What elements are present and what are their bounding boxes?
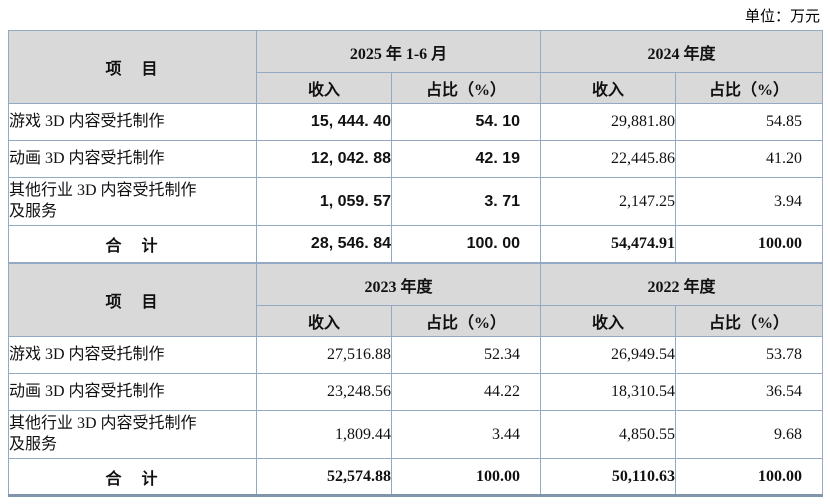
total-label: 合 计 <box>8 225 257 263</box>
cell-revenue-2023: 1,809.44 <box>256 410 392 459</box>
cell-revenue-2022: 18,310.54 <box>540 373 677 411</box>
unit-label: 单位：万元 <box>744 9 820 25</box>
item-column-header: 项 目 <box>8 30 257 104</box>
revenue-table-2023-2022: 项 目 2023 年度 2022 年度 收入 占比（%） 收入 占比（%） 游戏… <box>8 263 824 497</box>
cell-ratio-2022: 53.78 <box>675 336 824 374</box>
cell-total-ratio-2024: 100.00 <box>674 225 824 263</box>
row-label-animation-3d: 动画 3D 内容受托制作 <box>8 140 257 178</box>
row-label-game-3d: 游戏 3D 内容受托制作 <box>8 103 257 141</box>
table-row: 动画 3D 内容受托制作 12, 042. 88 42. 19 22,445.8… <box>8 140 824 178</box>
row-label-other-3d: 其他行业 3D 内容受托制作 及服务 <box>8 410 257 459</box>
row-label-animation-3d: 动画 3D 内容受托制作 <box>8 373 257 411</box>
cell-ratio-2023: 52.34 <box>390 336 542 374</box>
cell-ratio-2022: 36.54 <box>675 373 824 411</box>
cell-ratio-2024: 3.94 <box>674 177 824 226</box>
subheader-ratio-2025: 占比（%） <box>391 72 541 104</box>
subheader-ratio-2022: 占比（%） <box>675 305 824 337</box>
table-row: 其他行业 3D 内容受托制作 及服务 1,809.44 3.44 4,850.5… <box>8 410 824 459</box>
period-header-2025: 2025 年 1-6 月 <box>256 30 541 73</box>
cell-ratio-2025: 54. 10 <box>391 103 541 141</box>
cell-total-revenue-2023: 52,574.88 <box>256 458 392 496</box>
table-row: 游戏 3D 内容受托制作 15, 444. 40 54. 10 29,881.8… <box>8 103 824 141</box>
cell-ratio-2023: 3.44 <box>390 410 542 459</box>
total-row: 合 计 28, 546. 84 100. 00 54,474.91 100.00 <box>8 225 824 263</box>
table-row: 游戏 3D 内容受托制作 27,516.88 52.34 26,949.54 5… <box>8 336 824 374</box>
cell-revenue-2024: 2,147.25 <box>540 177 676 226</box>
subheader-ratio-2024: 占比（%） <box>674 72 824 104</box>
subheader-revenue-2023: 收入 <box>256 305 392 337</box>
total-label: 合 计 <box>8 458 257 496</box>
revenue-table-2025-2024: 项 目 2025 年 1-6 月 2024 年度 收入 占比（%） 收入 占比（… <box>8 30 824 263</box>
cell-ratio-2022: 9.68 <box>675 410 824 459</box>
cell-ratio-2025: 3. 71 <box>391 177 541 226</box>
cell-total-ratio-2022: 100.00 <box>675 458 824 496</box>
cell-revenue-2024: 22,445.86 <box>540 140 676 178</box>
period-header-2024: 2024 年度 <box>539 30 824 73</box>
cell-ratio-2023: 44.22 <box>390 373 542 411</box>
cell-revenue-2024: 29,881.80 <box>540 103 676 141</box>
item-column-header: 项 目 <box>8 263 257 337</box>
subheader-revenue-2024: 收入 <box>540 72 676 104</box>
cell-total-revenue-2024: 54,474.91 <box>540 225 676 263</box>
cell-revenue-2025: 12, 042. 88 <box>256 140 392 178</box>
subheader-ratio-2023: 占比（%） <box>390 305 542 337</box>
period-header-2023: 2023 年度 <box>255 263 542 306</box>
total-row: 合 计 52,574.88 100.00 50,110.63 100.00 <box>8 458 824 496</box>
subheader-revenue-2025: 收入 <box>256 72 392 104</box>
cell-revenue-2022: 4,850.55 <box>540 410 677 459</box>
cell-ratio-2025: 42. 19 <box>391 140 541 178</box>
cell-revenue-2025: 15, 444. 40 <box>256 103 392 141</box>
table-row: 动画 3D 内容受托制作 23,248.56 44.22 18,310.54 3… <box>8 373 824 411</box>
cell-ratio-2024: 41.20 <box>674 140 824 178</box>
cell-total-ratio-2025: 100. 00 <box>391 225 541 263</box>
row-label-game-3d: 游戏 3D 内容受托制作 <box>8 336 257 374</box>
period-header-2022: 2022 年度 <box>540 263 824 306</box>
cell-total-revenue-2025: 28, 546. 84 <box>256 225 392 263</box>
cell-revenue-2023: 23,248.56 <box>256 373 392 411</box>
cell-ratio-2024: 54.85 <box>674 103 824 141</box>
cell-revenue-2022: 26,949.54 <box>540 336 677 374</box>
subheader-revenue-2022: 收入 <box>540 305 677 337</box>
row-label-other-3d: 其他行业 3D 内容受托制作 及服务 <box>8 177 257 226</box>
cell-revenue-2023: 27,516.88 <box>256 336 392 374</box>
table-row: 其他行业 3D 内容受托制作 及服务 1, 059. 57 3. 71 2,14… <box>8 177 824 226</box>
cell-total-revenue-2022: 50,110.63 <box>540 458 677 496</box>
cell-revenue-2025: 1, 059. 57 <box>256 177 392 226</box>
cell-total-ratio-2023: 100.00 <box>390 458 542 496</box>
